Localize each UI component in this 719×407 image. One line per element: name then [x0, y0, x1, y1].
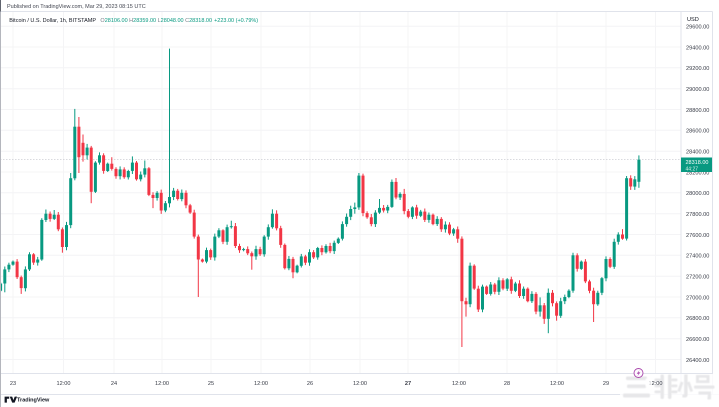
svg-text:28200.00: 28200.00: [686, 170, 709, 176]
svg-text:12:00: 12:00: [57, 381, 71, 387]
svg-text:27600.00: 27600.00: [686, 233, 709, 239]
svg-text:TradingView: TradingView: [17, 398, 50, 404]
svg-text:26600.00: 26600.00: [686, 337, 709, 343]
svg-text:28: 28: [504, 381, 510, 387]
svg-text:28800.00: 28800.00: [686, 108, 709, 114]
svg-text:USD: USD: [687, 17, 699, 23]
svg-text:12:00: 12:00: [155, 381, 169, 387]
svg-text:26400.00: 26400.00: [686, 358, 709, 364]
svg-text:25: 25: [208, 381, 214, 387]
svg-text:29200.00: 29200.00: [686, 66, 709, 72]
svg-text:26: 26: [307, 381, 313, 387]
svg-text:29000.00: 29000.00: [686, 87, 709, 93]
svg-text:Bitcoin / U.S. Dollar, 1h, BIT: Bitcoin / U.S. Dollar, 1h, BITSTAMP O281…: [9, 18, 258, 24]
svg-text:12:00: 12:00: [550, 381, 564, 387]
svg-text:12:00: 12:00: [254, 381, 268, 387]
svg-text:28318.00: 28318.00: [686, 160, 709, 166]
svg-text:29600.00: 29600.00: [686, 25, 709, 31]
svg-text:27: 27: [405, 381, 411, 387]
svg-text:28400.00: 28400.00: [686, 150, 709, 156]
svg-text:44:27: 44:27: [686, 166, 699, 172]
svg-text:27800.00: 27800.00: [686, 212, 709, 218]
svg-text:Published on TradingView.com,: Published on TradingView.com, Mar 29, 20…: [7, 4, 146, 10]
svg-text:12:00: 12:00: [452, 381, 466, 387]
svg-text:28000.00: 28000.00: [686, 191, 709, 197]
svg-text:23: 23: [10, 381, 16, 387]
svg-text:27200.00: 27200.00: [686, 275, 709, 281]
svg-text:27000.00: 27000.00: [686, 295, 709, 301]
svg-text:27400.00: 27400.00: [686, 254, 709, 260]
svg-text:12:00: 12:00: [353, 381, 367, 387]
svg-text:28600.00: 28600.00: [686, 129, 709, 135]
svg-text:24: 24: [111, 381, 117, 387]
svg-text:26800.00: 26800.00: [686, 316, 709, 322]
svg-text:12:00: 12:00: [649, 381, 663, 387]
svg-text:29: 29: [603, 381, 609, 387]
svg-text:29400.00: 29400.00: [686, 45, 709, 51]
